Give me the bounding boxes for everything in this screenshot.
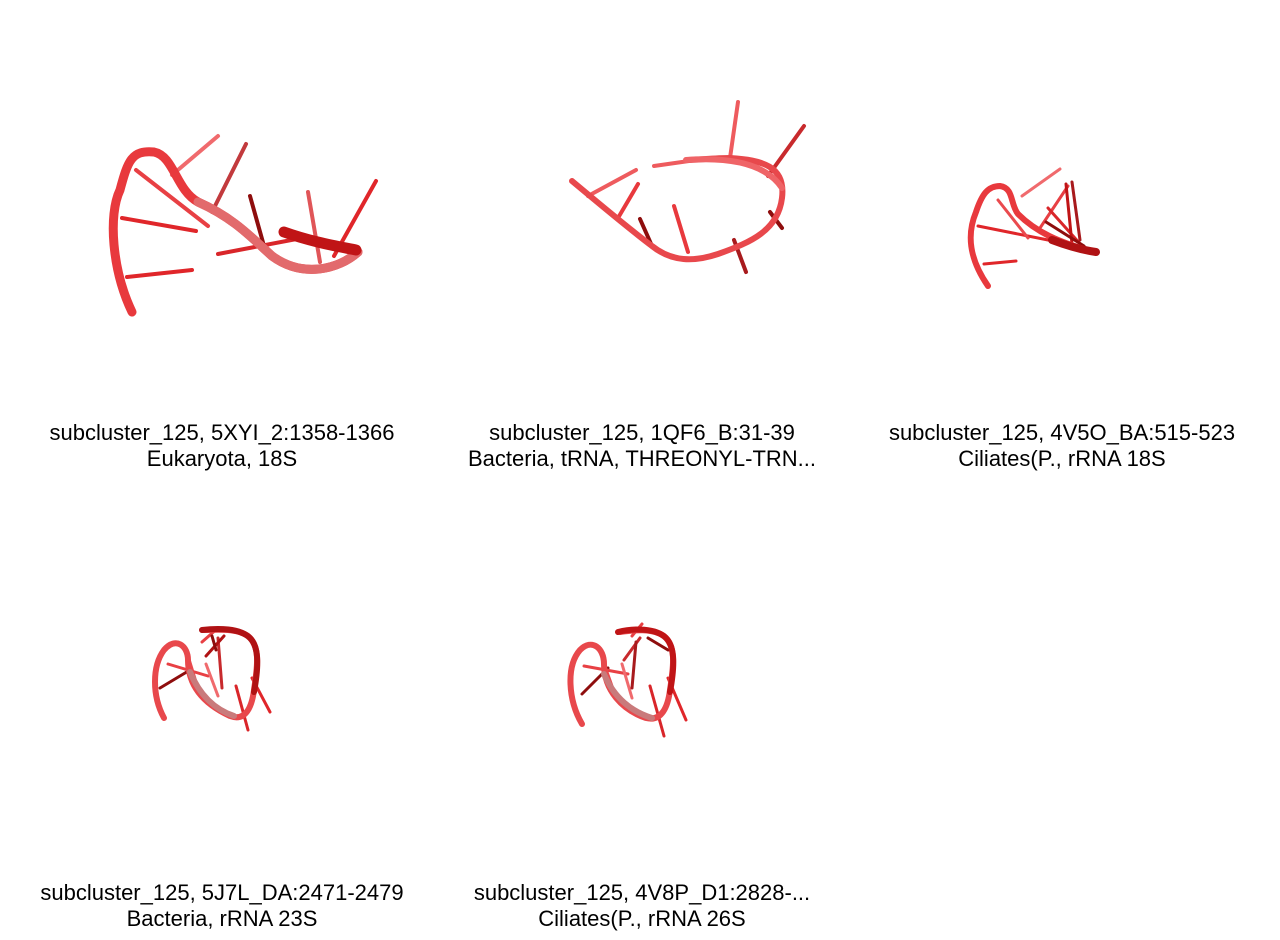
rna-backbone (569, 154, 786, 263)
base-stick (982, 259, 1018, 266)
base-stick (1020, 167, 1062, 198)
base-stick (210, 142, 248, 214)
rna-structure-image-2 (569, 100, 806, 274)
structure-caption-3: subcluster_125, 4V5O_BA:515-523 Ciliates… (852, 420, 1272, 472)
base-stick (306, 190, 322, 264)
base-stick (158, 668, 192, 690)
rna-backbone (108, 147, 363, 317)
structure-caption-5: subcluster_125, 4V8P_D1:2828-... Ciliate… (432, 880, 852, 932)
base-stick (622, 636, 642, 662)
base-stick (616, 182, 640, 220)
rna-backbone-segment (199, 626, 261, 695)
caption-line-1: subcluster_125, 1QF6_B:31-39 (489, 420, 795, 445)
base-stick (728, 100, 740, 160)
caption-line-2: Eukaryota, 18S (146, 446, 298, 471)
rna-backbone-segment (193, 197, 363, 274)
caption-line-1: subcluster_125, 5XYI_2:1358-1366 (49, 420, 395, 445)
base-stick (120, 216, 198, 233)
caption-line-1: subcluster_125, 4V8P_D1:2828-... (473, 880, 811, 905)
base-stick (646, 636, 670, 652)
base-stick (630, 640, 638, 690)
caption-line-2: Ciliates(P., rRNA 26S (538, 906, 746, 931)
rna-structure-image-1 (108, 134, 378, 317)
structure-panel-4: subcluster_125, 5J7L_DA:2471-2479 Bacter… (12, 460, 432, 931)
structure-panel-2: subcluster_125, 1QF6_B:31-39 Bacteria, t… (432, 0, 852, 471)
base-stick (170, 134, 220, 177)
rna-backbone-segment (683, 156, 785, 191)
base-stick (210, 634, 218, 652)
structure-panel-5: subcluster_125, 4V8P_D1:2828-... Ciliate… (432, 460, 852, 931)
base-stick (996, 198, 1030, 240)
rna-structure-image-4 (152, 626, 272, 732)
base-stick (586, 168, 638, 198)
base-stick (125, 268, 194, 279)
base-stick (1070, 180, 1082, 242)
caption-line-1: subcluster_125, 5J7L_DA:2471-2479 (40, 880, 404, 905)
rna-backbone-segment (601, 671, 655, 721)
structure-caption-1: subcluster_125, 5XYI_2:1358-1366 Eukaryo… (12, 420, 432, 472)
rna-backbone (967, 182, 1097, 289)
base-stick (248, 194, 266, 248)
caption-line-2: Bacteria, rRNA 23S (126, 906, 318, 931)
base-stick (1064, 182, 1074, 246)
structure-panel-1: subcluster_125, 5XYI_2:1358-1366 Eukaryo… (12, 0, 432, 471)
base-stick (216, 636, 224, 690)
base-stick (620, 662, 634, 700)
structure-caption-4: subcluster_125, 5J7L_DA:2471-2479 Bacter… (12, 880, 432, 932)
rna-backbone-segment (187, 669, 237, 719)
base-stick (234, 684, 250, 732)
rna-structure-image-5 (567, 622, 688, 738)
base-stick (976, 224, 1050, 242)
base-stick (134, 168, 210, 228)
rna-backbone-segment (615, 626, 677, 695)
caption-line-2: Bacteria, tRNA, THREONYL-TRN... (468, 446, 816, 471)
caption-line-1: subcluster_125, 4V5O_BA:515-523 (888, 420, 1236, 445)
base-stick (672, 204, 690, 254)
base-stick (1038, 184, 1070, 230)
base-stick (648, 684, 666, 738)
base-stick (1044, 220, 1086, 248)
base-stick (204, 662, 220, 698)
caption-line-2: Ciliates(P., rRNA 18S (958, 446, 1166, 471)
rna-backbone-end (278, 226, 362, 256)
structure-panel-3: subcluster_125, 4V5O_BA:515-523 Ciliates… (852, 0, 1272, 471)
structure-caption-2: subcluster_125, 1QF6_B:31-39 Bacteria, t… (432, 420, 852, 472)
rna-structure-image-3 (967, 167, 1100, 289)
rna-backbone-end (1048, 236, 1100, 256)
